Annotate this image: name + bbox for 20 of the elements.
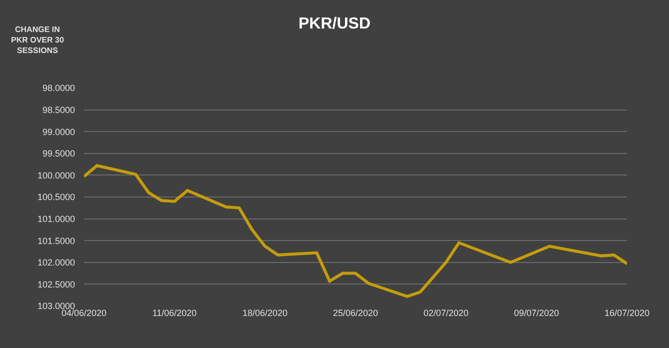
x-tick-label: 25/06/2020 bbox=[332, 308, 378, 318]
y-tick-label: 102.0000 bbox=[37, 258, 75, 268]
y-tick-label: 102.5000 bbox=[37, 279, 75, 290]
y-axis-title: CHANGE IN PKR OVER 30 SESSIONS bbox=[11, 25, 64, 55]
y-tick-label: 99.0000 bbox=[42, 126, 75, 137]
chart-title: PKR/USD bbox=[298, 16, 371, 33]
line-series bbox=[84, 164, 627, 298]
x-tick-label: 02/07/2020 bbox=[423, 308, 469, 318]
x-tick-label: 04/06/2020 bbox=[61, 308, 107, 318]
y-tick-label: 98.0000 bbox=[42, 83, 75, 94]
x-tick-label: 09/07/2020 bbox=[514, 308, 560, 318]
x-tick-label: 11/06/2020 bbox=[152, 308, 197, 318]
y-tick-label: 100.0000 bbox=[37, 170, 75, 180]
x-tick-label: 16/07/2020 bbox=[604, 308, 650, 318]
x-tick-label: 18/06/2020 bbox=[242, 308, 288, 318]
y-tick-label: 101.0000 bbox=[37, 214, 75, 224]
y-tick-label: 98.5000 bbox=[42, 104, 75, 115]
y-tick-label: 99.5000 bbox=[42, 148, 75, 159]
y-tick-label: 101.5000 bbox=[37, 236, 75, 246]
y-tick-label: 100.5000 bbox=[37, 192, 75, 202]
